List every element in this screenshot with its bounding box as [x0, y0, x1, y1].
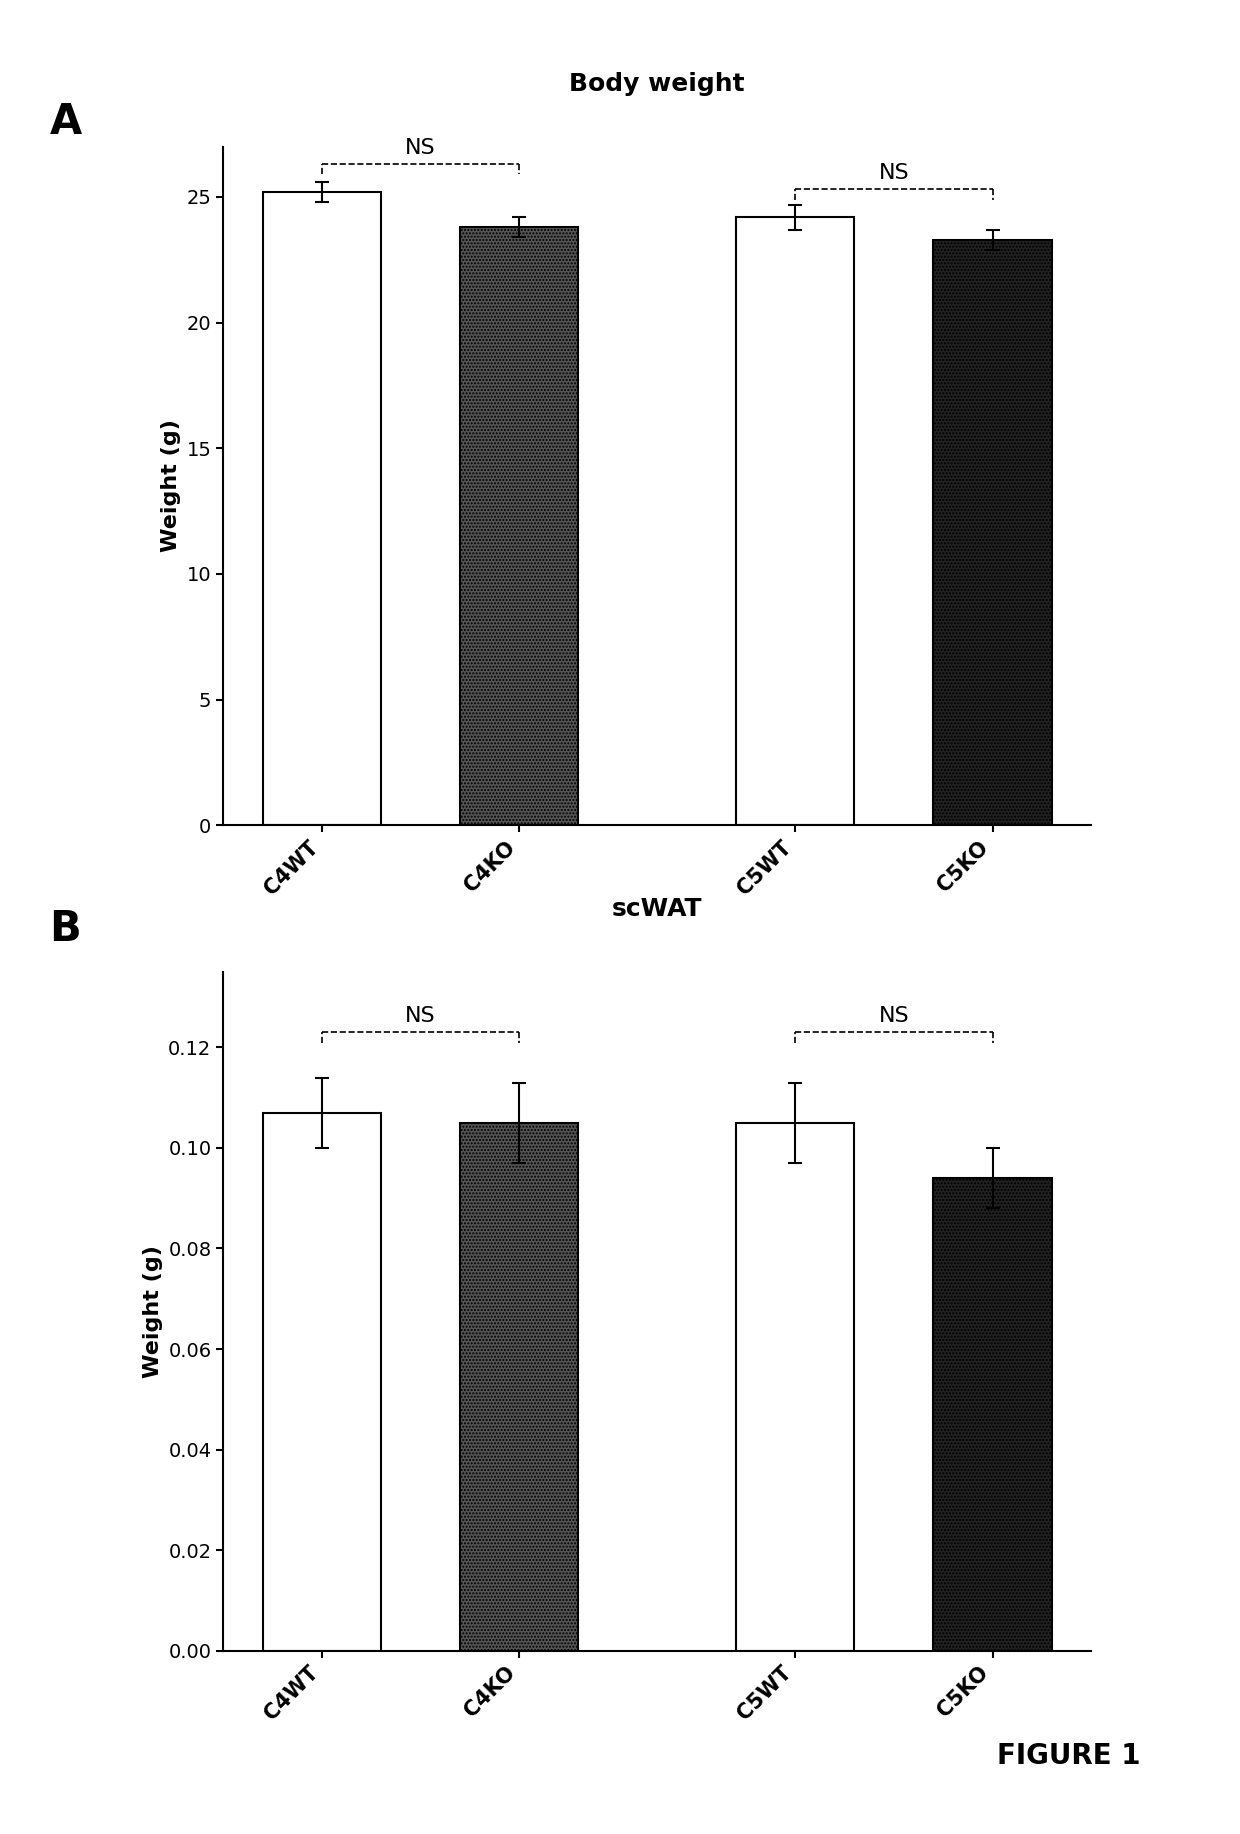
Bar	[460, 227, 578, 825]
Bar	[263, 1113, 381, 1651]
Y-axis label: Weight (g): Weight (g)	[143, 1245, 162, 1377]
Bar	[460, 1122, 578, 1651]
Title: scWAT: scWAT	[613, 897, 702, 921]
Bar	[737, 1122, 854, 1651]
Bar	[263, 193, 381, 825]
Title: Body weight: Body weight	[569, 72, 745, 95]
Bar	[934, 240, 1052, 825]
Text: A: A	[50, 101, 82, 143]
Text: NS: NS	[879, 163, 909, 183]
Text: NS: NS	[405, 138, 435, 158]
Text: FIGURE 1: FIGURE 1	[997, 1742, 1141, 1770]
Text: NS: NS	[405, 1005, 435, 1025]
Bar	[737, 216, 854, 825]
Bar	[934, 1177, 1052, 1651]
Text: NS: NS	[879, 1005, 909, 1025]
Text: B: B	[50, 908, 82, 950]
Y-axis label: Weight (g): Weight (g)	[161, 420, 181, 552]
